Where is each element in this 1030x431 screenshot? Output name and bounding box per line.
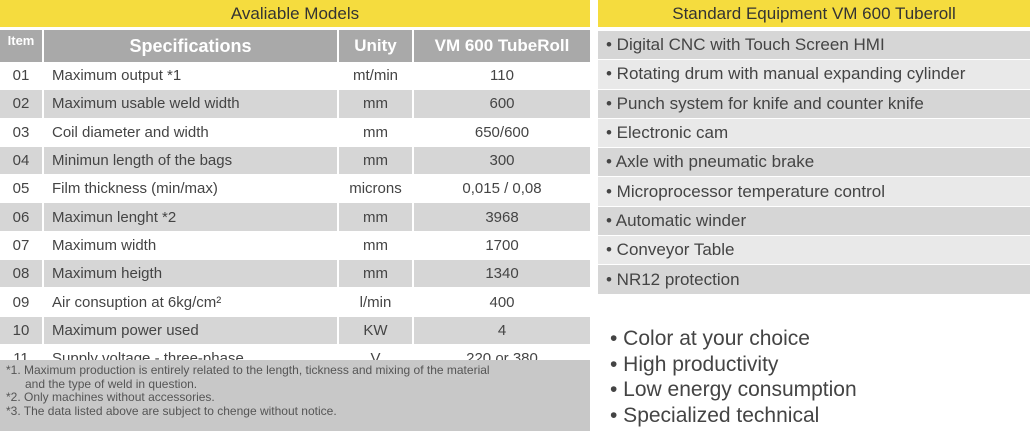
header-unity: Unity: [338, 30, 414, 62]
cell-value: 600: [413, 89, 590, 119]
cell-unity: mm: [338, 118, 414, 147]
footnote-3: *3. The data listed above are subject to…: [6, 403, 337, 418]
feature-item: • Color at your choice: [610, 327, 810, 350]
equipment-list: • Digital CNC with Touch Screen HMI • Rot…: [598, 31, 1030, 295]
cell-unity: mt/min: [338, 62, 414, 91]
cell-value: 4: [413, 316, 590, 345]
table-row: 09 Air consuption at 6kg/cm² l/min 400: [0, 287, 590, 317]
equipment-item: • Rotating drum with manual expanding cy…: [598, 60, 1030, 90]
footnote-1-line-1: *1. Maximum production is entirely relat…: [6, 363, 490, 377]
cell-specification: Maximum heigth: [43, 259, 339, 289]
available-models-title: Avaliable Models: [230, 3, 360, 23]
feature-item: • Low energy consumption: [610, 378, 857, 402]
equipment-item: • Axle with pneumatic brake: [598, 148, 1030, 178]
cell-unity: mm: [338, 146, 414, 176]
cell-specification: Film thickness (min/max): [43, 174, 339, 204]
header-item: Item: [0, 30, 44, 62]
table-row: 01 Maximum output *1 mt/min 110: [0, 62, 590, 91]
cell-value: 110: [413, 62, 590, 91]
cell-unity: mm: [338, 259, 414, 289]
feature-item: • High productivity: [610, 352, 779, 376]
cell-value: 650/600: [413, 118, 590, 147]
table-row: 05 Film thickness (min/max) microns 0,015 /…: [0, 174, 590, 204]
footnotes: *1. Maximum production is entirely relat…: [0, 360, 590, 431]
table-header-row: Item Specifications Unity VM 600 TubeRol…: [0, 30, 590, 62]
equipment-item: • NR12 protection: [598, 265, 1030, 295]
cell-item: 09: [0, 287, 44, 317]
cell-item: 10: [0, 316, 44, 345]
equipment-item: • Electronic cam: [598, 118, 1030, 149]
table-row: 07 Maximum width mm 1700: [0, 231, 590, 261]
cell-specification: Maximum output *1: [43, 62, 339, 91]
cell-item: 08: [0, 259, 44, 289]
cell-item: 04: [0, 146, 44, 176]
cell-unity: KW: [338, 316, 414, 345]
equipment-item: • Digital CNC with Touch Screen HMI: [598, 31, 1030, 61]
cell-value: 1700: [413, 231, 590, 261]
cell-specification: Air consuption at 6kg/cm²: [43, 287, 339, 317]
equipment-item: • Punch system for knife and counter kni…: [598, 89, 1030, 119]
cell-specification: Maximun lenght *2: [43, 202, 339, 232]
cell-value: 1340: [413, 259, 590, 289]
feature-item: • Specialized technical: [610, 404, 820, 428]
table-row: 06 Maximun lenght *2 mm 3968: [0, 202, 590, 232]
cell-value: 400: [413, 287, 590, 317]
cell-specification: Maximum width: [43, 231, 339, 261]
cell-item: 02: [0, 89, 44, 119]
cell-specification: Coil diameter and width: [43, 118, 339, 147]
cell-value: 300: [413, 146, 590, 176]
available-models-banner: Avaliable Models: [0, 0, 590, 27]
cell-unity: mm: [338, 231, 414, 261]
header-specifications: Specifications: [43, 30, 339, 62]
cell-item: 07: [0, 231, 44, 261]
table-row: 08 Maximum heigth mm 1340: [0, 259, 590, 289]
footnote-2: *2. Only machines without accessories.: [6, 390, 215, 404]
cell-item: 05: [0, 174, 44, 204]
cell-item: 03: [0, 118, 44, 147]
cell-unity: mm: [338, 202, 414, 232]
specifications-table: Item Specifications Unity VM 600 TubeRol…: [0, 30, 590, 374]
cell-unity: mm: [338, 89, 414, 119]
feature-list: • Color at your choice • High productivit…: [610, 326, 1030, 429]
cell-specification: Minimun length of the bags: [43, 146, 339, 176]
cell-unity: microns: [338, 174, 414, 204]
cell-specification: Maximum power used: [43, 316, 339, 345]
cell-value: 0,015 / 0,08: [413, 174, 590, 204]
header-model: VM 600 TubeRoll: [413, 30, 590, 62]
equipment-item: • Microprocessor temperature control: [598, 177, 1030, 207]
table-row: 10 Maximum power used KW 4: [0, 316, 590, 345]
standard-equipment-banner: Standard Equipment VM 600 Tuberoll: [598, 0, 1030, 27]
table-row: 02 Maximum usable weld width mm 600: [0, 89, 590, 119]
equipment-item: • Conveyor Table: [598, 236, 1030, 266]
table-row: 04 Minimun length of the bags mm 300: [0, 146, 590, 176]
cell-item: 01: [0, 62, 44, 91]
footnote-1-line-2: and the type of weld in question.: [25, 376, 198, 391]
cell-value: 3968: [413, 202, 590, 232]
equipment-item: • Automatic winder: [598, 206, 1030, 237]
cell-item: 06: [0, 202, 44, 232]
cell-unity: l/min: [338, 287, 414, 317]
standard-equipment-title: Standard Equipment VM 600 Tuberoll: [672, 3, 956, 23]
table-row: 03 Coil diameter and width mm 650/600: [0, 118, 590, 147]
cell-specification: Maximum usable weld width: [43, 89, 339, 119]
